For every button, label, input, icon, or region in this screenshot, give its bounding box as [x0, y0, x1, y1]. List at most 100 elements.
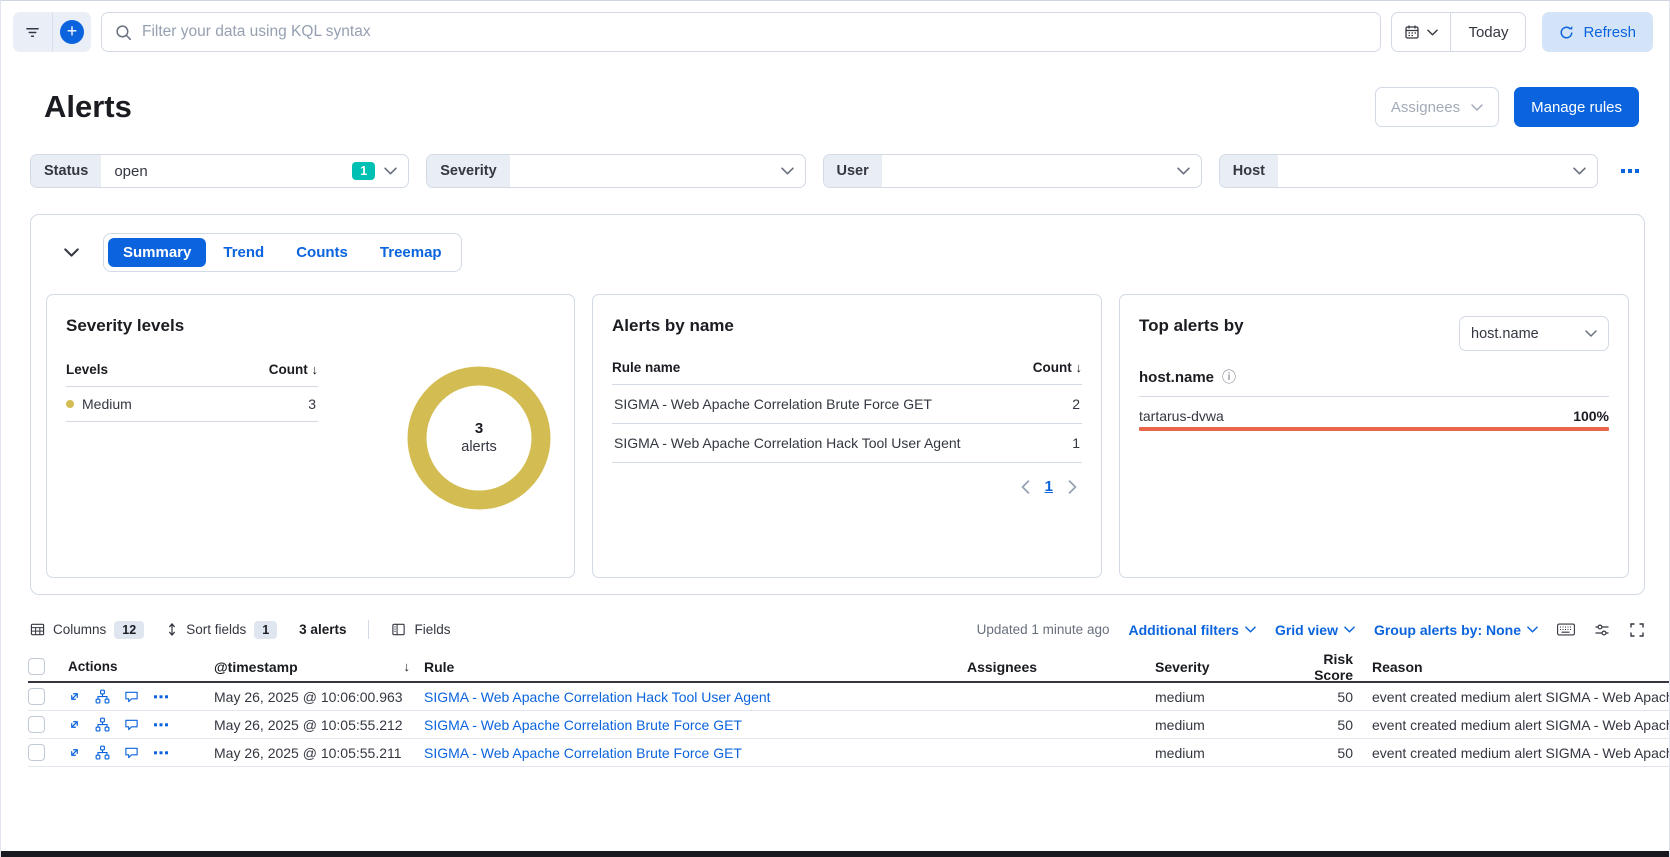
date-range-today-button[interactable]: Today: [1451, 13, 1525, 51]
kql-search-box: [101, 12, 1381, 52]
alert-rule-link[interactable]: SIGMA - Web Apache Correlation Hack Tool…: [424, 689, 771, 705]
comment-button[interactable]: [124, 745, 139, 760]
severity-col-count[interactable]: Count: [269, 362, 308, 377]
filter-funnel-button[interactable]: [13, 12, 52, 52]
add-filter-button[interactable]: +: [52, 12, 91, 52]
bottom-edge-strip: [1, 851, 1669, 857]
additional-filters-dropdown[interactable]: Additional filters: [1128, 622, 1255, 638]
alerts-count-label: 3 alerts: [299, 622, 346, 637]
more-actions-button[interactable]: [153, 750, 169, 756]
tab-counts[interactable]: Counts: [281, 238, 363, 267]
severity-level-count: 3: [308, 396, 316, 412]
alert-row: May 26, 2025 @ 10:05:55.212 SIGMA - Web …: [28, 711, 1669, 739]
top-alerts-field-value: host.name: [1471, 326, 1539, 342]
severity-levels-panel: Severity levels Levels Count ↓ Medium 3: [46, 294, 575, 578]
filter-host[interactable]: Host: [1219, 154, 1598, 188]
header-actions: Assignees Manage rules: [1375, 87, 1639, 127]
comment-icon: [124, 717, 139, 732]
alerts-table: Actions @timestamp ↓ Rule Assignees Seve…: [28, 652, 1669, 767]
header-severity-col[interactable]: Severity: [1155, 659, 1283, 675]
filter-status[interactable]: Status open 1: [30, 154, 409, 188]
fullscreen-button[interactable]: [1629, 622, 1645, 638]
columns-button[interactable]: Columns 12: [30, 621, 144, 639]
top-alerts-bar: [1139, 427, 1609, 431]
tab-summary[interactable]: Summary: [108, 238, 206, 267]
alert-reason: event created medium alert SIGMA - Web A…: [1357, 689, 1669, 705]
fields-icon: [391, 622, 406, 637]
refresh-button[interactable]: Refresh: [1542, 12, 1653, 52]
expand-alert-button[interactable]: [68, 718, 81, 731]
donut-total-value: 3: [475, 419, 483, 439]
row-checkbox[interactable]: [28, 716, 45, 733]
top-alerts-field-select[interactable]: host.name: [1459, 316, 1609, 351]
sort-fields-count-badge: 1: [254, 621, 277, 639]
alert-rule-link[interactable]: SIGMA - Web Apache Correlation Brute For…: [424, 717, 742, 733]
grid-view-dropdown[interactable]: Grid view: [1275, 622, 1355, 638]
grid-view-label: Grid view: [1275, 622, 1338, 638]
more-actions-button[interactable]: [153, 694, 169, 700]
more-filters-button[interactable]: [1615, 163, 1645, 179]
assignees-dropdown[interactable]: Assignees: [1375, 87, 1499, 127]
top-alerts-host-pct: 100%: [1573, 408, 1609, 424]
columns-grid-icon: [30, 622, 45, 637]
summary-panels: Severity levels Levels Count ↓ Medium 3: [46, 294, 1629, 578]
analyzer-icon: [95, 717, 110, 732]
header-rule-col[interactable]: Rule: [424, 659, 967, 675]
tab-treemap[interactable]: Treemap: [365, 238, 457, 267]
header-timestamp-col[interactable]: @timestamp ↓: [214, 659, 424, 675]
sort-fields-button[interactable]: Sort fields 1: [166, 621, 277, 639]
header-assignees-col[interactable]: Assignees: [967, 659, 1155, 675]
analyzer-button[interactable]: [95, 745, 110, 760]
summary-header: Summary Trend Counts Treemap: [46, 233, 1629, 272]
calendar-icon: [1404, 24, 1420, 40]
expand-alert-button[interactable]: [68, 690, 81, 703]
alert-reason: event created medium alert SIGMA - Web A…: [1357, 717, 1669, 733]
abn-rule-name: SIGMA - Web Apache Correlation Brute For…: [614, 396, 932, 412]
comment-button[interactable]: [124, 717, 139, 732]
filter-user[interactable]: User: [823, 154, 1202, 188]
tab-trend[interactable]: Trend: [208, 238, 279, 267]
manage-rules-button[interactable]: Manage rules: [1514, 87, 1639, 127]
analyzer-button[interactable]: [95, 717, 110, 732]
refresh-label: Refresh: [1583, 24, 1636, 41]
header-reason-col[interactable]: Reason: [1357, 659, 1669, 675]
more-actions-button[interactable]: [153, 722, 169, 728]
alert-rule-link[interactable]: SIGMA - Web Apache Correlation Brute For…: [424, 745, 742, 761]
keyboard-shortcuts-button[interactable]: [1557, 623, 1575, 636]
alert-timestamp: May 26, 2025 @ 10:05:55.211: [214, 745, 402, 761]
abn-row: SIGMA - Web Apache Correlation Hack Tool…: [612, 424, 1082, 463]
date-picker-calendar-button[interactable]: [1392, 13, 1451, 51]
donut-total-label: alerts: [461, 438, 496, 457]
fields-button[interactable]: Fields: [391, 622, 450, 637]
alerts-summary-section: Summary Trend Counts Treemap Severity le…: [30, 214, 1645, 595]
page-next-icon[interactable]: [1068, 480, 1077, 494]
comment-icon: [124, 689, 139, 704]
sort-desc-arrow-icon: ↓: [404, 659, 411, 674]
comment-button[interactable]: [124, 689, 139, 704]
alerts-by-name-title: Alerts by name: [612, 316, 1082, 336]
date-picker-group: Today: [1391, 12, 1526, 52]
top-alerts-host-name[interactable]: tartarus-dvwa: [1139, 408, 1224, 424]
collapse-section-button[interactable]: [64, 248, 79, 257]
kql-search-input[interactable]: [142, 23, 1367, 41]
info-icon[interactable]: ⓘ: [1222, 367, 1236, 387]
filter-severity[interactable]: Severity: [426, 154, 805, 188]
select-all-checkbox[interactable]: [28, 658, 45, 675]
analyzer-button[interactable]: [95, 689, 110, 704]
alerts-by-name-table: Rule name Count ↓ SIGMA - Web Apache Cor…: [612, 360, 1082, 463]
expand-alert-icon: [68, 718, 81, 731]
row-checkbox[interactable]: [28, 688, 45, 705]
abn-col-count[interactable]: Count: [1033, 360, 1072, 375]
header-risk-score-col[interactable]: Risk Score: [1283, 651, 1357, 683]
top-alerts-row: tartarus-dvwa 100%: [1139, 408, 1609, 424]
grid-settings-button[interactable]: [1594, 622, 1610, 638]
group-alerts-dropdown[interactable]: Group alerts by: None: [1374, 622, 1538, 638]
row-checkbox[interactable]: [28, 744, 45, 761]
sort-fields-label: Sort fields: [186, 622, 246, 637]
toolbar-divider: [368, 620, 369, 639]
page-prev-icon[interactable]: [1021, 480, 1030, 494]
page-number-1[interactable]: 1: [1045, 478, 1053, 495]
filter-status-label: Status: [31, 155, 101, 187]
expand-alert-button[interactable]: [68, 746, 81, 759]
page-title: Alerts: [44, 89, 132, 125]
